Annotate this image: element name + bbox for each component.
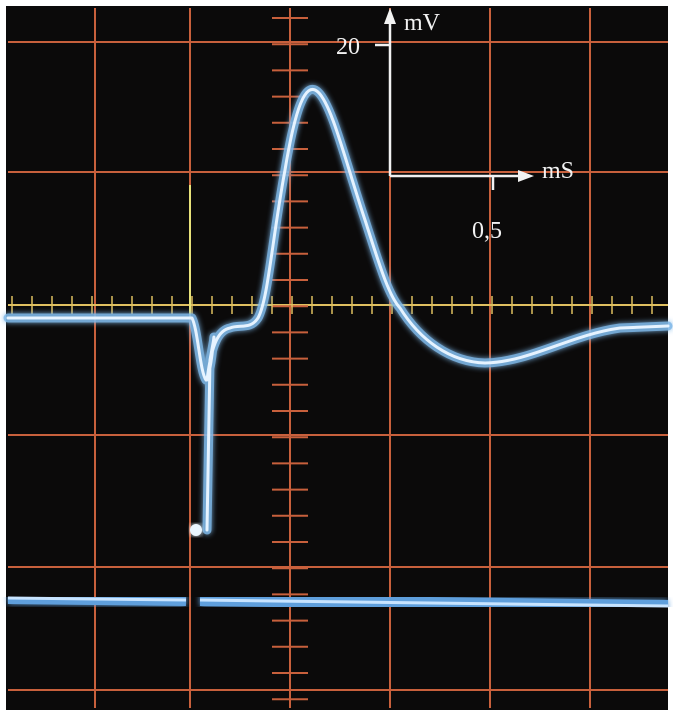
scale-marker <box>375 22 520 190</box>
y-scale-value: 20 <box>336 34 360 60</box>
baseline-core <box>7 596 669 608</box>
trace-dot <box>190 524 202 536</box>
x-scale-value: 0,5 <box>472 218 502 244</box>
arrow-head <box>384 8 396 24</box>
action-potential-core <box>6 88 670 532</box>
arrow-head <box>518 170 534 182</box>
y-scale-unit: mV <box>404 10 441 36</box>
x-scale-unit: mS <box>542 158 574 184</box>
